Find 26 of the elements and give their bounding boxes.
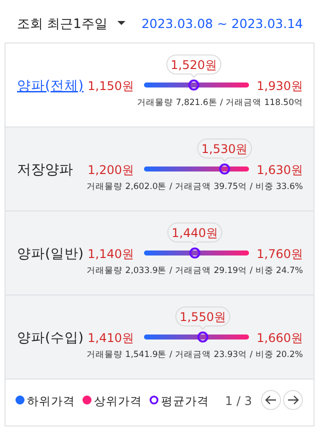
data-label: 1,630원 xyxy=(256,163,303,177)
text: 조회 최근1주일 xyxy=(17,17,108,32)
category-label: 양파(일반) xyxy=(17,246,84,262)
data-label: 1,410원 xyxy=(88,331,134,345)
text: 1 / 3 xyxy=(225,394,252,408)
legend-label: 평균가격 xyxy=(161,394,209,408)
data-label: 1,140원 xyxy=(88,247,134,261)
category-label: 저장양파 xyxy=(17,162,73,178)
data-label: 1,530원 xyxy=(201,142,248,156)
data-label: 1,150원 xyxy=(88,79,134,93)
text: 거래물량 2,033.9톤 / 거래금액 29.19억 / 비중 24.7% xyxy=(86,266,303,276)
category-label: 양파(수입) xyxy=(17,330,84,346)
legend-label: 하위가격 xyxy=(27,394,75,408)
data-label: 1,760원 xyxy=(256,247,303,261)
data-label: 1,930원 xyxy=(256,79,303,93)
text: 거래물량 1,541.9톤 / 거래금액 23.93억 / 비중 20.2% xyxy=(86,350,303,360)
data-label: 1,440원 xyxy=(172,226,218,240)
data-label: 1,660원 xyxy=(256,331,303,345)
category-label: 양파(전체) xyxy=(17,78,84,94)
text: 거래물량 7,821.6톤 / 거래금액 118.50억 xyxy=(137,98,303,108)
data-label: 1,520원 xyxy=(170,58,217,72)
text: 거래물량 2,602.0톤 / 거래금액 39.75억 / 비중 33.6% xyxy=(86,182,303,192)
data-label: 1,550원 xyxy=(180,310,226,324)
data-label: 1,200원 xyxy=(88,163,134,177)
text: 2023.03.08 ~ 2023.03.14 xyxy=(141,16,304,31)
legend-label: 상위가격 xyxy=(94,394,142,408)
